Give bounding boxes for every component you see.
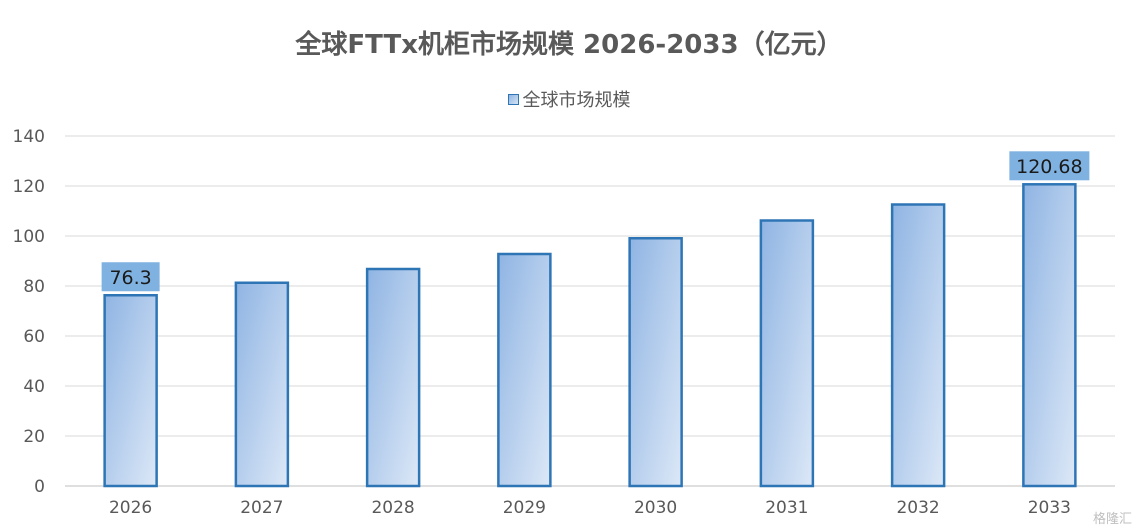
bar xyxy=(1022,183,1077,488)
y-tick-label: 140 xyxy=(13,127,45,147)
bar xyxy=(365,267,421,488)
bar xyxy=(234,281,290,488)
legend: 全球市场规模 xyxy=(0,86,1138,112)
x-tick-label: 2032 xyxy=(896,498,939,518)
y-tick-label: 100 xyxy=(13,227,45,247)
bar xyxy=(628,237,683,488)
bar xyxy=(759,219,815,488)
data-label: 76.3 xyxy=(109,267,151,289)
x-tick-label: 2031 xyxy=(765,498,808,518)
y-tick-label: 80 xyxy=(23,277,45,297)
x-tick-label: 2026 xyxy=(109,498,152,518)
chart-title: 全球FTTx机柜市场规模 2026-2033（亿元） xyxy=(295,30,843,60)
bar xyxy=(497,252,552,488)
data-label: 120.68 xyxy=(1016,156,1082,178)
data-label-box xyxy=(1009,151,1090,181)
x-tick-label: 2033 xyxy=(1028,498,1071,518)
legend-label: 全球市场规模 xyxy=(522,90,631,111)
y-tick-label: 0 xyxy=(34,477,45,497)
data-label-box xyxy=(101,262,160,292)
y-tick-label: 20 xyxy=(23,427,45,447)
y-tick-label: 120 xyxy=(13,177,45,197)
x-tick-label: 2030 xyxy=(634,498,677,518)
y-tick-label: 60 xyxy=(23,327,45,347)
x-tick-label: 2029 xyxy=(503,498,546,518)
x-tick-label: 2028 xyxy=(371,498,414,518)
bar xyxy=(890,203,946,488)
bar xyxy=(103,294,158,488)
legend-swatch-icon xyxy=(507,93,519,105)
x-tick-label: 2027 xyxy=(240,498,283,518)
y-tick-label: 40 xyxy=(23,377,45,397)
watermark-logo: 格隆汇 xyxy=(1092,512,1132,527)
